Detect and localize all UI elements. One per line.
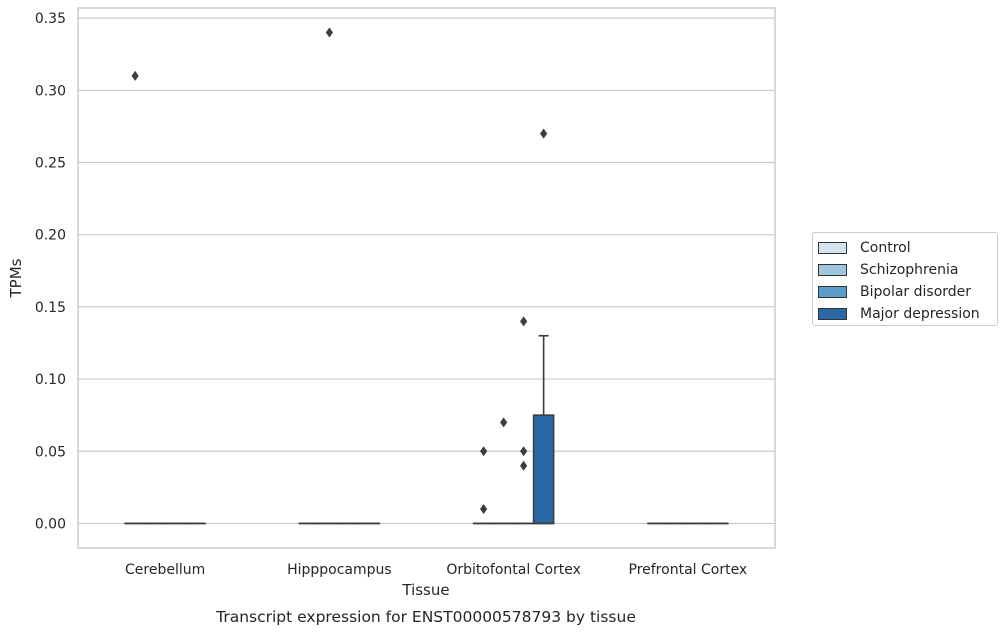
plot-frame [78,8,775,548]
outlier-point [132,71,139,81]
outlier-point [500,417,507,427]
y-tick-label: 0.05 [35,444,66,460]
y-tick-label: 0.25 [35,155,66,171]
x-axis-label: Tissue [401,581,449,599]
y-tick-label: 0.30 [35,83,66,99]
legend-swatch-control [818,242,847,254]
y-tick-labels: 0.00 0.05 0.10 0.15 0.20 0.25 0.30 0.35 [35,11,66,532]
legend-item-bipolar-disorder: Bipolar disorder [818,281,997,303]
legend-swatch-schizophrenia [818,264,847,276]
x-tick-label: Cerebellum [125,562,205,578]
x-tick-label: Prefrontal Cortex [629,562,748,578]
outlier-point [520,446,527,456]
y-tick-label: 0.20 [35,228,66,244]
box-layer [125,336,728,524]
outlier-point [480,446,487,456]
x-tick-label: Orbitofontal Cortex [446,562,581,578]
box-body [534,415,554,523]
legend-label-major-depression: Major depression [860,306,980,322]
x-tick-labels: Cerebellum Hipppocampus Orbitofontal Corte… [125,562,747,578]
outlier-layer [132,28,548,514]
legend-item-control: Control [818,237,997,259]
legend-item-major-depression: Major depression [818,303,997,325]
legend-item-schizophrenia: Schizophrenia [818,259,997,281]
legend-swatch-bipolar-disorder [818,286,847,298]
legend-label-schizophrenia: Schizophrenia [860,262,958,278]
grid-layer [78,18,775,523]
box-major-depression [534,336,554,524]
legend-swatch-major-depression [818,308,847,320]
outlier-point [520,461,527,471]
chart-caption: Transcript expression for ENST0000057879… [215,608,636,626]
y-tick-label: 0.10 [35,372,66,388]
y-tick-label: 0.15 [35,300,66,316]
legend-label-control: Control [860,240,911,256]
outlier-point [520,316,527,326]
legend-label-bipolar-disorder: Bipolar disorder [860,284,971,300]
x-tick-label: Hipppocampus [287,562,392,578]
y-axis-label: TPMs [7,258,25,298]
outlier-point [540,129,547,139]
y-tick-label: 0.00 [35,516,66,532]
legend: Control Schizophrenia Bipolar disorder M… [812,232,998,326]
y-tick-label: 0.35 [35,11,66,27]
outlier-point [480,504,487,514]
outlier-point [326,28,333,38]
